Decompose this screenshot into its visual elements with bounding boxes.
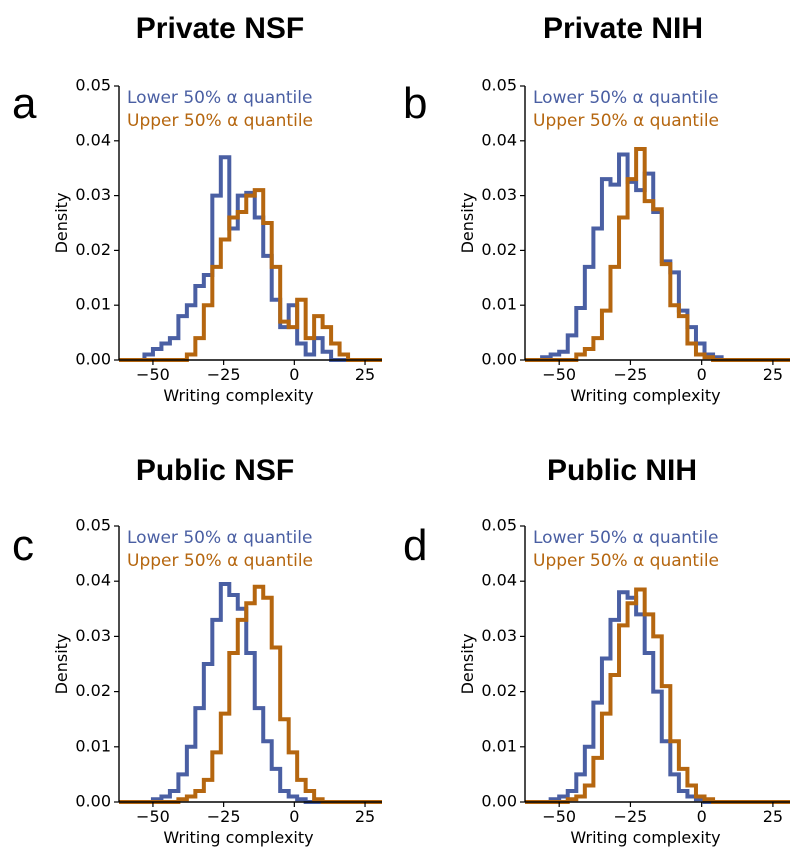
x-axis-label: Writing complexity [163, 828, 313, 847]
y-tick-label: 0.05 [481, 76, 517, 95]
y-axis-label: Density [458, 634, 477, 695]
x-tick-label: 0 [289, 365, 299, 384]
y-tick-label: 0.03 [75, 185, 111, 204]
x-axis-label: Writing complexity [163, 386, 313, 405]
y-axis-label: Density [458, 193, 477, 254]
y-tick-label: 0.04 [481, 130, 517, 149]
y-tick-label: 0.01 [75, 736, 111, 755]
y-tick-label: 0.02 [481, 240, 517, 259]
x-tick-label: −50 [542, 807, 576, 826]
x-tick-label: −25 [614, 365, 648, 384]
y-axis-label: Density [52, 634, 71, 695]
legend-entry-upper: Upper 50% α quantile [127, 111, 313, 131]
x-tick-label: −25 [207, 365, 241, 384]
legend-entry-lower: Lower 50% α quantile [127, 528, 312, 548]
panel-letter: b [403, 79, 427, 128]
legend-entry-upper: Upper 50% α quantile [533, 111, 719, 131]
panel-letter: a [12, 79, 37, 128]
panel-letter: c [12, 521, 34, 570]
x-tick-label: 25 [355, 807, 375, 826]
y-tick-label: 0.04 [75, 130, 111, 149]
panel-letter: d [403, 521, 427, 570]
x-tick-label: −25 [614, 807, 648, 826]
y-tick-label: 0.01 [75, 295, 111, 314]
y-tick-label: 0.02 [481, 681, 517, 700]
legend-entry-lower: Lower 50% α quantile [533, 88, 718, 108]
y-tick-label: 0.05 [481, 516, 517, 535]
x-axis-label: Writing complexity [570, 386, 720, 405]
x-tick-label: 25 [763, 807, 783, 826]
chart-panel-c: Public NSF c 0.00 0.01 0.02 0.03 0.04 0.05 −50 −2… [12, 454, 382, 847]
legend-entry-upper: Upper 50% α quantile [533, 551, 719, 571]
legend-entry-lower: Lower 50% α quantile [127, 88, 312, 108]
y-tick-label: 0.02 [75, 681, 111, 700]
y-tick-label: 0.04 [481, 571, 517, 590]
chart-panel-a: Private NSF a 0.00 0.01 0.02 0.03 0.04 0.05 −50 −… [12, 12, 382, 405]
y-tick-label: 0.01 [481, 736, 517, 755]
panel-title: Private NIH [543, 12, 703, 45]
x-tick-label: 0 [697, 365, 707, 384]
x-tick-label: −50 [136, 365, 170, 384]
y-tick-label: 0.01 [481, 295, 517, 314]
histogram-series-upper [525, 587, 790, 804]
legend-entry-lower: Lower 50% α quantile [533, 528, 718, 548]
panel-title: Public NSF [136, 454, 294, 487]
x-tick-label: −50 [136, 807, 170, 826]
x-tick-label: −25 [207, 807, 241, 826]
y-tick-label: 0.04 [75, 571, 111, 590]
chart-panel-d: Public NIH d 0.00 0.01 0.02 0.03 0.04 0.05 −50 −2… [403, 454, 790, 847]
histogram-series-lower [525, 152, 790, 362]
y-tick-label: 0.03 [75, 626, 111, 645]
x-axis-label: Writing complexity [570, 828, 720, 847]
panel-title: Public NIH [547, 454, 697, 487]
y-tick-label: 0.03 [481, 185, 517, 204]
histogram-series-upper [119, 188, 382, 362]
histogram-series-upper [119, 584, 382, 804]
y-axis-label: Density [52, 193, 71, 254]
x-tick-label: 0 [697, 807, 707, 826]
histogram-series-lower [119, 155, 382, 362]
panel-title: Private NSF [136, 12, 304, 45]
x-tick-label: 0 [289, 807, 299, 826]
x-tick-label: 25 [763, 365, 783, 384]
histogram-series-lower [119, 581, 382, 804]
y-tick-label: 0.03 [481, 626, 517, 645]
y-tick-label: 0.02 [75, 240, 111, 259]
x-tick-label: −50 [542, 365, 576, 384]
x-tick-label: 25 [355, 365, 375, 384]
y-tick-label: 0.00 [481, 350, 517, 369]
y-tick-label: 0.00 [75, 792, 111, 811]
y-tick-label: 0.00 [75, 350, 111, 369]
histogram-series-lower [525, 590, 790, 804]
y-tick-label: 0.00 [481, 792, 517, 811]
histogram-series-upper [525, 147, 790, 362]
y-tick-label: 0.05 [75, 76, 111, 95]
legend-entry-upper: Upper 50% α quantile [127, 551, 313, 571]
y-tick-label: 0.05 [75, 516, 111, 535]
chart-panel-b: Private NIH b 0.00 0.01 0.02 0.03 0.04 0.05 −50 −… [403, 12, 790, 405]
